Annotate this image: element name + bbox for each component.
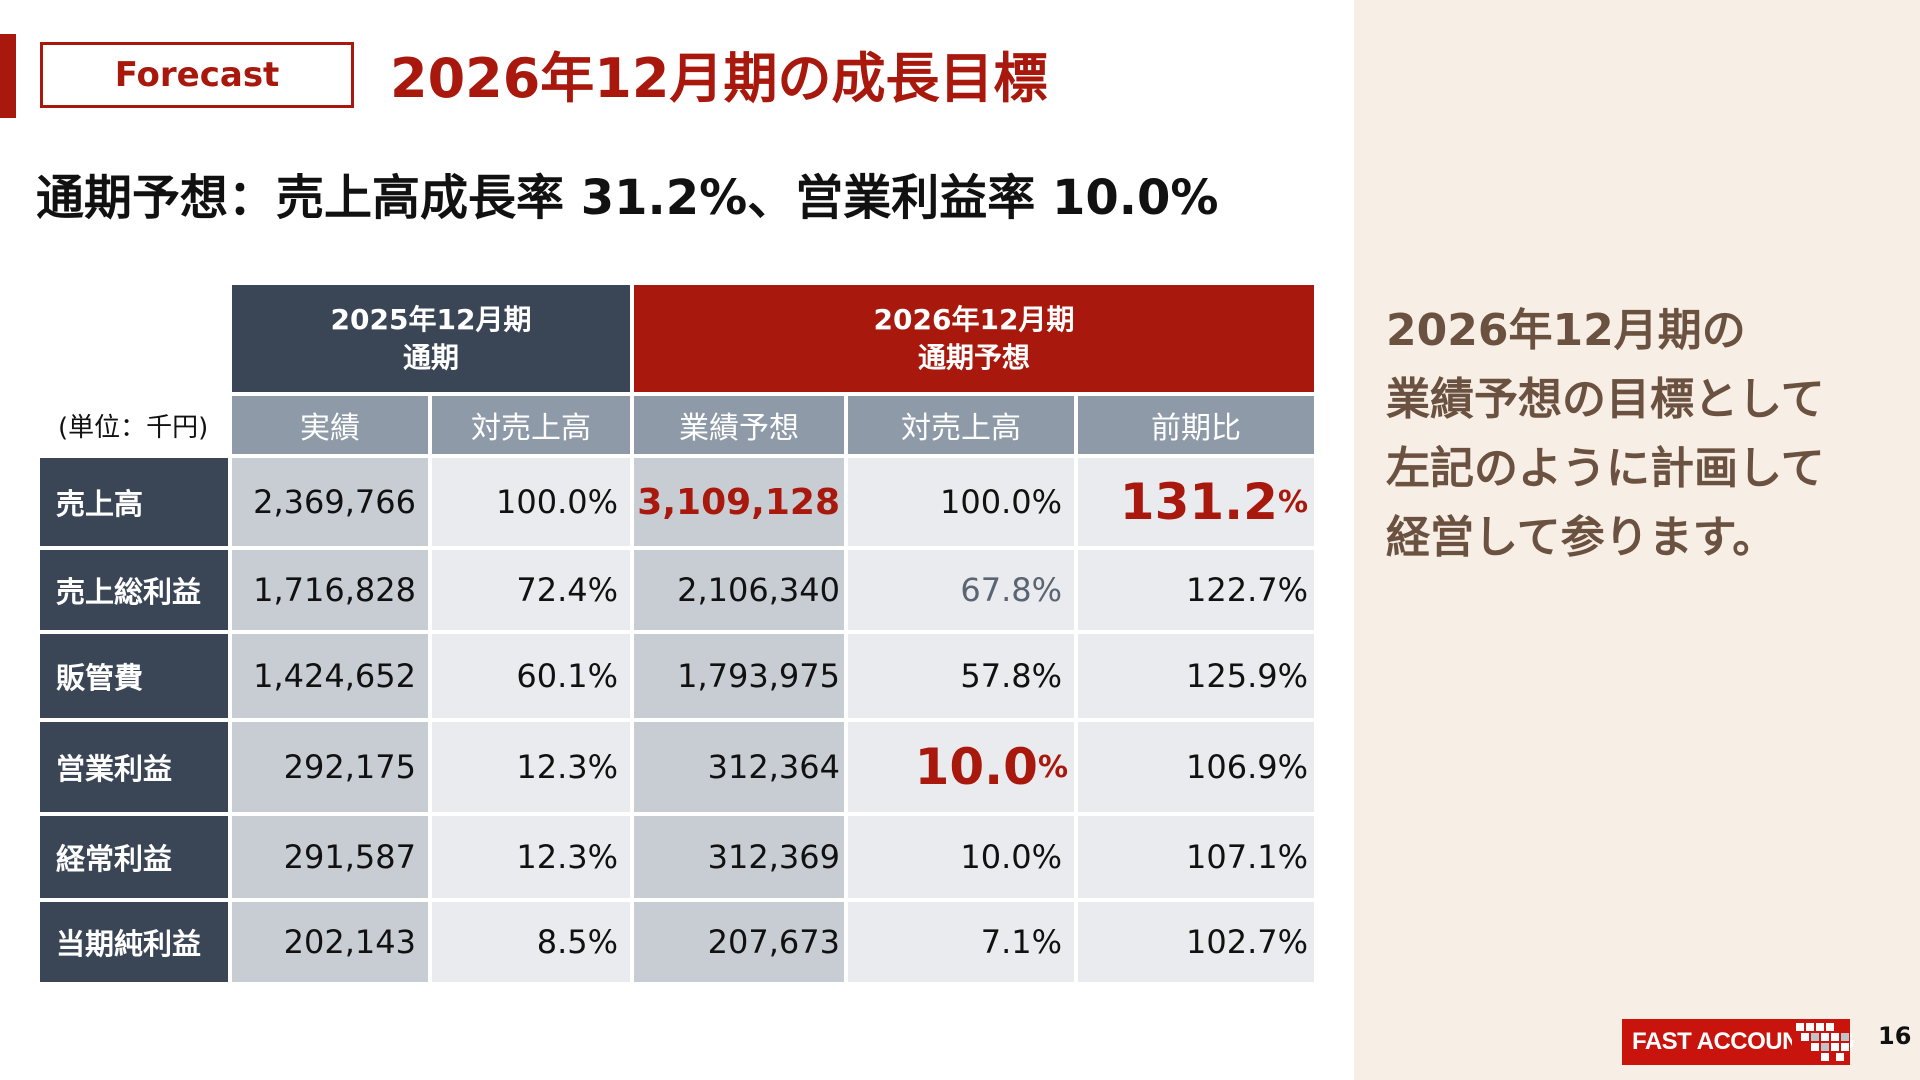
pixel-mark-icon — [1792, 1019, 1850, 1065]
subheader-forecast-ratio: 対売上高 — [848, 396, 1074, 454]
cell-sga-yoy: 125.9% — [1078, 634, 1314, 718]
row-label-ordinary-profit: 経常利益 — [40, 816, 228, 898]
cell-net-income-forecast: 207,673 — [634, 902, 844, 982]
cell-operating-profit-yoy: 106.9% — [1078, 722, 1314, 812]
cell-ordinary-profit-actual: 291,587 — [232, 816, 428, 898]
row-label-gross-profit: 売上総利益 — [40, 550, 228, 630]
cell-sga-forecast: 1,793,975 — [634, 634, 844, 718]
side-note: 2026年12月期の 業績予想の目標として 左記のように計画して 経営して参りま… — [1386, 296, 1906, 572]
accent-bar — [0, 34, 16, 118]
sales-yoy-percent: % — [1277, 484, 1308, 520]
subheader-actual: 実績 — [232, 396, 428, 454]
header-fy2025: 2025年12月期 通期 — [232, 285, 630, 392]
side-note-line: 左記のように計画して — [1386, 443, 1825, 494]
side-note-line: 2026年12月期の — [1386, 305, 1746, 356]
cell-gross-profit-actual: 1,716,828 — [232, 550, 428, 630]
cell-ordinary-profit-yoy: 107.1% — [1078, 816, 1314, 898]
side-note-line: 業績予想の目標として — [1386, 374, 1825, 425]
cell-gross-profit-yoy: 122.7% — [1078, 550, 1314, 630]
cell-ordinary-profit-forecast: 312,369 — [634, 816, 844, 898]
header-fy2026: 2026年12月期 通期予想 — [634, 285, 1314, 392]
row-label-sga: 販管費 — [40, 634, 228, 718]
cell-gross-profit-actual-ratio: 72.4% — [432, 550, 630, 630]
subheader-yoy: 前期比 — [1078, 396, 1314, 454]
cell-sales-forecast: 3,109,128 — [634, 458, 844, 546]
cell-sales-actual-ratio: 100.0% — [432, 458, 630, 546]
page-number: 16 — [1878, 1022, 1912, 1050]
row-label-operating-profit: 営業利益 — [40, 722, 228, 812]
subheader-actual-ratio: 対売上高 — [432, 396, 630, 454]
operating-margin-number: 10.0 — [914, 738, 1038, 796]
header-fy2026-line1: 2026年12月期 — [873, 302, 1075, 336]
side-note-line: 経営して参ります。 — [1386, 512, 1777, 563]
operating-margin-percent: % — [1037, 749, 1068, 785]
cell-net-income-actual-ratio: 8.5% — [432, 902, 630, 982]
cell-ordinary-profit-actual-ratio: 12.3% — [432, 816, 630, 898]
cell-sales-actual: 2,369,766 — [232, 458, 428, 546]
cell-sales-yoy: 131.2% — [1078, 458, 1314, 546]
cell-net-income-forecast-ratio: 7.1% — [848, 902, 1074, 982]
cell-net-income-actual: 202,143 — [232, 902, 428, 982]
cell-net-income-yoy: 102.7% — [1078, 902, 1314, 982]
cell-sales-forecast-ratio: 100.0% — [848, 458, 1074, 546]
forecast-badge: Forecast — [40, 42, 354, 108]
header-fy2025-line1: 2025年12月期 — [330, 302, 532, 336]
cell-sga-actual: 1,424,652 — [232, 634, 428, 718]
cell-gross-profit-forecast-ratio: 67.8% — [848, 550, 1074, 630]
subheader-forecast: 業績予想 — [634, 396, 844, 454]
forecast-badge-label: Forecast — [114, 55, 280, 95]
header-fy2026-line2: 通期予想 — [917, 340, 1030, 374]
cell-sga-actual-ratio: 60.1% — [432, 634, 630, 718]
cell-operating-profit-actual: 292,175 — [232, 722, 428, 812]
page-subtitle: 通期予想：売上高成長率 31.2%、営業利益率 10.0% — [36, 170, 1219, 226]
side-panel — [1354, 0, 1920, 1080]
company-logo: FAST ACCOUNTING — [1622, 1019, 1855, 1065]
row-label-net-income: 当期純利益 — [40, 902, 228, 982]
cell-operating-profit-forecast-ratio: 10.0% — [848, 722, 1074, 812]
cell-operating-profit-forecast: 312,364 — [634, 722, 844, 812]
cell-gross-profit-forecast: 2,106,340 — [634, 550, 844, 630]
header-fy2025-line2: 通期 — [402, 340, 459, 374]
page-title: 2026年12月期の成長目標 — [390, 47, 1048, 110]
sales-yoy-number: 131.2 — [1119, 473, 1278, 531]
cell-sga-forecast-ratio: 57.8% — [848, 634, 1074, 718]
row-label-sales: 売上高 — [40, 458, 228, 546]
cell-ordinary-profit-forecast-ratio: 10.0% — [848, 816, 1074, 898]
unit-label: (単位：千円) — [58, 412, 209, 443]
cell-operating-profit-actual-ratio: 12.3% — [432, 722, 630, 812]
